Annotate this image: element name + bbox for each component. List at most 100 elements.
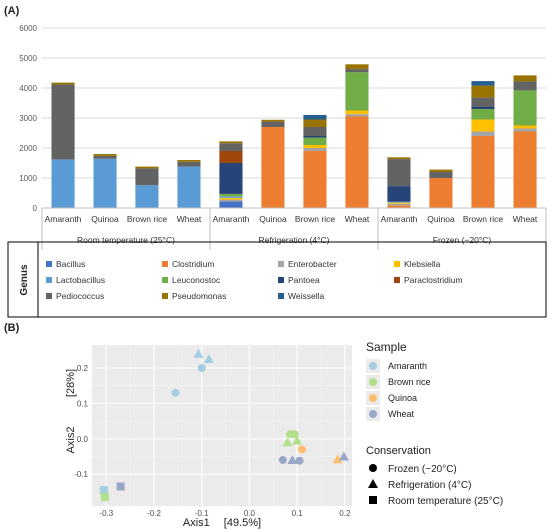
legend-label-clostridium: Clostridium <box>172 259 215 269</box>
bar-segment-pantoea <box>303 136 327 138</box>
bar-segment-pediococcus <box>93 155 117 159</box>
bar-segment-pediococcus <box>345 69 369 73</box>
bar-segment-clostridium <box>303 151 327 208</box>
scatter-y-tick-label: 0.2 <box>77 364 89 373</box>
bar-segment-pseudomonas <box>429 169 453 172</box>
panel-label-a: (A) <box>4 5 20 17</box>
bar-y-tick-labels: 0 1000 2000 3000 4000 5000 6000 <box>19 24 37 213</box>
scatter-x-tick-label: -0.1 <box>195 509 209 518</box>
scatter-point-wheat <box>278 456 287 464</box>
scatter-point-amaranth <box>99 486 108 495</box>
bar-category-label: Amaranth <box>45 214 82 224</box>
bar-segment-pediococcus <box>51 84 75 160</box>
legend-swatch-enterobacter <box>278 261 284 267</box>
scatter-points <box>99 348 349 502</box>
sample-legend-title: Sample <box>366 340 407 354</box>
bar-segment-pseudomonas <box>387 157 411 160</box>
scatter-x-axis-title: Axis1 <box>183 517 210 529</box>
bar-segment-enterobacter <box>219 199 243 202</box>
legend-label-enterobacter: Enterobacter <box>288 259 337 269</box>
bar-segment-pediococcus <box>471 97 495 107</box>
legend-label-pantoea: Pantoea <box>288 275 320 285</box>
scatter-x-tick-label: -0.3 <box>99 509 113 518</box>
bar-y-tick-label: 1000 <box>19 174 37 183</box>
legend-swatch-leuconostoc <box>162 277 168 283</box>
genus-legend: Genus Bacillus Clostridium Enterobacter Kle… <box>7 241 547 318</box>
sample-legend-items: Amaranth Brown rice Quinoa Wheat <box>366 359 431 421</box>
legend-swatch-pediococcus <box>46 293 52 299</box>
legend-label-paraclostridium: Paraclostridium <box>404 275 463 285</box>
legend-label-leuconostoc: Leuconostoc <box>172 275 221 285</box>
scatter-point-wheat <box>116 482 125 491</box>
scatter-point-wheat <box>338 451 349 461</box>
bar-segment-clostridium <box>261 127 285 208</box>
bar-segment-pediococcus <box>387 159 411 187</box>
bar-segment-klebsiella <box>513 125 537 129</box>
legend-label-klebsiella: Klebsiella <box>404 259 441 269</box>
bar-segment-enterobacter <box>303 148 327 151</box>
conservation-legend-label: Frozen (−20°C) <box>388 464 457 475</box>
panel-label-b: (B) <box>4 322 20 334</box>
legend-swatch-pantoea <box>278 277 284 283</box>
bar-y-tick-label: 3000 <box>19 114 37 123</box>
scatter-y-tick-label: 0.0 <box>77 435 89 444</box>
bar-segment-klebsiella <box>219 197 243 200</box>
bar-category-label: Wheat <box>513 214 538 224</box>
bar-segment-weissella <box>471 81 495 86</box>
stacked-bar-chart: 0 1000 2000 3000 4000 5000 6000 Amaranth Quinoa… <box>19 24 547 250</box>
sample-legend-marker <box>369 362 377 370</box>
scatter-point-brown-rice <box>100 493 109 502</box>
bar-y-tick-label: 0 <box>33 204 38 213</box>
bar-category-label: Brown rice <box>463 214 503 224</box>
bar-segment-clostridium <box>471 136 495 208</box>
bar-category-label: Wheat <box>177 214 202 224</box>
legend-swatch-klebsiella <box>394 261 400 267</box>
legend-swatch-clostridium <box>162 261 168 267</box>
scatter-y-tick-label: 0.1 <box>77 399 89 408</box>
bar-segment-leuconostoc <box>513 90 537 126</box>
scatter-point-wheat <box>295 456 304 465</box>
bar-segment-pediococcus <box>219 143 243 151</box>
bar-segment-enterobacter <box>387 203 411 206</box>
scatter-point-amaranth <box>193 348 204 358</box>
bar-segment-pseudomonas <box>93 154 117 156</box>
bar-segment-pseudomonas <box>303 119 327 127</box>
scatter-x-tick-label: -0.2 <box>147 509 161 518</box>
bar-segment-klebsiella <box>387 202 411 204</box>
conservation-legend-label: Room temperature (25°C) <box>388 496 503 507</box>
conservation-legend-title: Conservation <box>366 445 431 457</box>
bar-group-label: Frozen (−20°C) <box>433 235 492 245</box>
genus-legend-border <box>7 241 547 318</box>
bar-segment-pseudomonas <box>261 119 285 122</box>
bar-segment-lactobacillus <box>93 158 117 208</box>
scatter-point-brown-rice <box>282 437 293 447</box>
bar-segment-weissella <box>303 115 327 120</box>
bar-segment-leuconostoc <box>345 72 369 111</box>
bar-segment-pseudomonas <box>135 166 159 169</box>
scatter-gridlines <box>92 345 352 506</box>
bar-segment-leuconostoc <box>303 137 327 145</box>
legend-label-weissella: Weissella <box>288 291 324 301</box>
bar-segment-paraclostridium <box>219 151 243 163</box>
legend-label-pseudomonas: Pseudomonas <box>172 291 226 301</box>
bar-stacks <box>51 64 537 208</box>
bar-segment-leuconostoc <box>471 109 495 120</box>
bar-category-label: Amaranth <box>381 214 418 224</box>
conservation-legend-marker <box>368 479 378 488</box>
genus-legend-items: Bacillus Clostridium Enterobacter Klebsiell… <box>46 259 463 301</box>
bar-group-label: Room temperature (25°C) <box>77 235 175 245</box>
bar-segment-lactobacillus <box>219 196 243 198</box>
legend-swatch-weissella <box>278 293 284 299</box>
scatter-point-wheat <box>287 455 298 464</box>
legend-swatch-paraclostridium <box>394 277 400 283</box>
bar-segment-clostridium <box>429 178 453 208</box>
bar-segment-enterobacter <box>513 128 537 132</box>
bar-gridlines <box>42 27 546 209</box>
bar-y-tick-label: 4000 <box>19 84 37 93</box>
bar-group-label: Refrigeration (4°C) <box>259 235 330 245</box>
bar-segment-pseudomonas <box>51 82 75 85</box>
bar-category-label: Brown rice <box>127 214 167 224</box>
bar-category-label: Quinoa <box>259 214 287 224</box>
bar-segment-pseudomonas <box>177 160 201 162</box>
scatter-x-tick-label: 0.1 <box>292 509 304 518</box>
